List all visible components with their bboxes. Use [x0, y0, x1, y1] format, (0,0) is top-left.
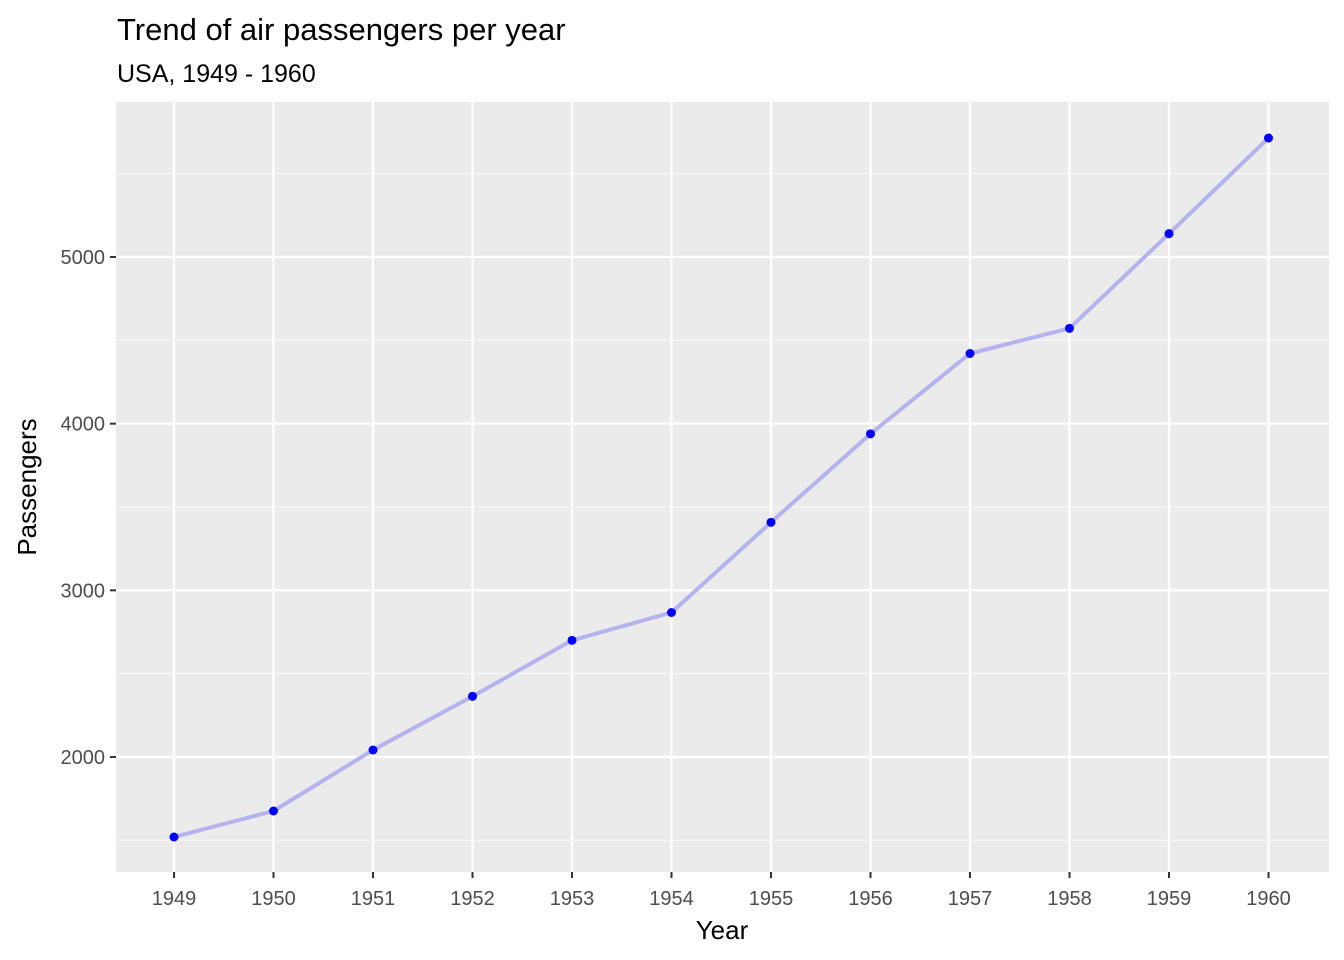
x-tick-label: 1954 [649, 888, 694, 910]
y-tick-label: 4000 [61, 414, 106, 436]
x-tick-label: 1956 [848, 888, 893, 910]
major-grid [116, 102, 1329, 872]
x-tick-label: 1950 [251, 888, 296, 910]
data-point [567, 635, 577, 645]
data-point [1065, 323, 1074, 333]
x-tick-label: 1957 [948, 888, 993, 910]
data-point [667, 608, 676, 617]
chart-subtitle: USA, 1949 - 1960 [117, 60, 316, 88]
data-point [368, 745, 378, 755]
x-tick-label: 1951 [351, 888, 396, 910]
x-tick-label: 1949 [152, 888, 197, 910]
data-point [169, 832, 179, 842]
data-point [1164, 229, 1174, 239]
y-tick-label: 3000 [61, 580, 106, 602]
x-tick-label: 1952 [450, 888, 495, 910]
x-tick-label: 1953 [550, 888, 595, 910]
x-tick-label: 1955 [749, 888, 794, 910]
y-tick-label: 2000 [61, 747, 106, 769]
data-point [269, 806, 278, 816]
plot-panel [116, 102, 1329, 872]
x-tick-label: 1960 [1246, 888, 1291, 910]
x-axis: 1949 1950 1951 1952 1953 1954 1955 1956 1957 1958… [152, 872, 1291, 910]
x-axis-title: Year [696, 915, 749, 945]
chart-title: Trend of air passengers per year [117, 12, 566, 47]
data-point [1264, 133, 1273, 143]
data-point [866, 429, 875, 439]
data-point [468, 691, 477, 701]
data-points [169, 133, 1273, 842]
x-tick-label: 1959 [1147, 888, 1192, 910]
y-axis-title: Passengers [12, 418, 42, 555]
series-line [173, 136, 1270, 839]
minor-grid [116, 173, 1329, 841]
x-tick-label: 1958 [1047, 888, 1092, 910]
data-point [965, 349, 975, 358]
y-axis: 2000 3000 4000 5000 [61, 247, 116, 769]
data-point [766, 517, 776, 527]
y-tick-label: 5000 [61, 247, 106, 269]
series-line-group [173, 136, 1270, 839]
